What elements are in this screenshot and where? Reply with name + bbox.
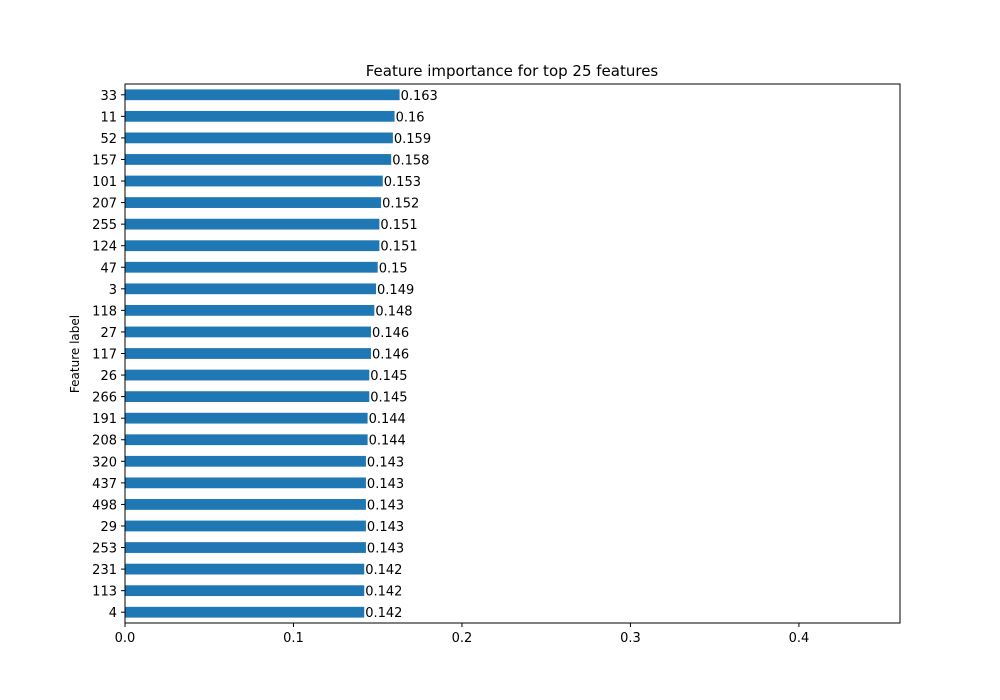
y-tick-label-231: 231 — [92, 563, 117, 578]
bar-208 — [125, 434, 368, 446]
bar-47 — [125, 261, 378, 273]
y-tick-label-4: 4 — [109, 606, 117, 621]
bar-157 — [125, 154, 392, 165]
y-tick-label-101: 101 — [92, 175, 117, 190]
data-label-255: 0.151 — [380, 218, 417, 233]
bar-101 — [125, 175, 383, 187]
bar-231 — [125, 563, 365, 575]
y-tick-label-47: 47 — [100, 261, 117, 276]
bar-33 — [125, 89, 400, 101]
y-tick-label-117: 117 — [92, 348, 117, 363]
data-label-52: 0.159 — [394, 132, 431, 147]
x-tick-label-0: 0.0 — [115, 631, 136, 646]
data-label-498: 0.143 — [367, 498, 404, 513]
data-label-3: 0.149 — [377, 283, 414, 298]
y-tick-label-157: 157 — [92, 153, 117, 168]
data-label-27: 0.146 — [372, 326, 409, 341]
data-label-101: 0.153 — [384, 175, 421, 190]
y-tick-label-191: 191 — [92, 412, 117, 427]
data-label-33: 0.163 — [401, 89, 438, 104]
data-label-191: 0.144 — [369, 412, 406, 427]
data-label-117: 0.146 — [372, 348, 409, 363]
data-labels: 0.163 0.16 0.159 0.158 0.153 0.152 0.151 0.151 0… — [365, 89, 438, 621]
plot-frame — [124, 83, 901, 624]
x-axis: 0.0 0.1 0.2 0.3 0.4 — [115, 623, 810, 646]
data-label-231: 0.142 — [365, 563, 402, 578]
y-tick-label-33: 33 — [100, 89, 117, 104]
bar-124 — [125, 240, 380, 252]
bar-4 — [125, 606, 365, 618]
bar-26 — [125, 369, 370, 381]
y-tick-label-27: 27 — [100, 326, 117, 341]
data-label-266: 0.145 — [370, 391, 407, 406]
y-tick-label-29: 29 — [100, 520, 117, 535]
data-label-26: 0.145 — [370, 369, 407, 384]
bar-498 — [125, 499, 366, 510]
data-label-437: 0.143 — [367, 477, 404, 492]
data-label-253: 0.143 — [367, 542, 404, 557]
data-label-29: 0.143 — [367, 520, 404, 535]
y-tick-label-26: 26 — [100, 369, 117, 384]
y-tick-label-437: 437 — [92, 477, 117, 492]
data-label-320: 0.143 — [367, 455, 404, 470]
data-label-157: 0.158 — [392, 153, 429, 168]
bar-118 — [125, 304, 375, 316]
bar-113 — [125, 585, 365, 597]
data-label-207: 0.152 — [382, 197, 419, 212]
bar-11 — [125, 110, 395, 122]
y-tick-label-253: 253 — [92, 542, 117, 557]
data-label-47: 0.15 — [379, 261, 408, 276]
y-tick-label-320: 320 — [92, 455, 117, 470]
bar-series — [125, 89, 400, 618]
data-label-113: 0.142 — [365, 585, 402, 600]
y-tick-label-124: 124 — [92, 240, 117, 255]
y-tick-label-498: 498 — [92, 498, 117, 513]
chart-title: Feature importance for top 25 features — [366, 62, 659, 80]
bar-117 — [125, 348, 371, 359]
bar-191 — [125, 412, 368, 424]
bar-52 — [125, 132, 393, 144]
bar-437 — [125, 477, 366, 489]
x-tick-label-4: 0.4 — [789, 631, 810, 646]
bar-207 — [125, 197, 382, 208]
x-tick-label-2: 0.2 — [452, 631, 473, 646]
data-label-4: 0.142 — [365, 606, 402, 621]
bar-266 — [125, 391, 370, 403]
y-tick-label-266: 266 — [92, 391, 117, 406]
bar-3 — [125, 283, 377, 295]
bar-29 — [125, 520, 366, 532]
bar-253 — [125, 542, 366, 553]
data-label-124: 0.151 — [380, 240, 417, 255]
y-tick-label-113: 113 — [92, 585, 117, 600]
bar-255 — [125, 218, 380, 230]
y-tick-label-11: 11 — [100, 110, 117, 125]
bar-320 — [125, 455, 366, 467]
x-tick-label-3: 0.3 — [620, 631, 641, 646]
data-label-118: 0.148 — [375, 304, 412, 319]
y-tick-label-255: 255 — [92, 218, 117, 233]
y-tick-label-118: 118 — [92, 304, 117, 319]
data-label-208: 0.144 — [369, 434, 406, 449]
y-axis: 33 11 52 157 101 207 255 124 47 3 118 27 117 26 266 191… — [92, 89, 125, 621]
bar-27 — [125, 326, 371, 338]
data-label-11: 0.16 — [396, 110, 425, 125]
y-tick-label-3: 3 — [109, 283, 117, 298]
y-tick-label-52: 52 — [100, 132, 117, 147]
y-tick-label-207: 207 — [92, 197, 117, 212]
y-axis-label: Feature label — [68, 315, 82, 393]
x-tick-label-1: 0.1 — [283, 631, 304, 646]
y-tick-label-208: 208 — [92, 434, 117, 449]
